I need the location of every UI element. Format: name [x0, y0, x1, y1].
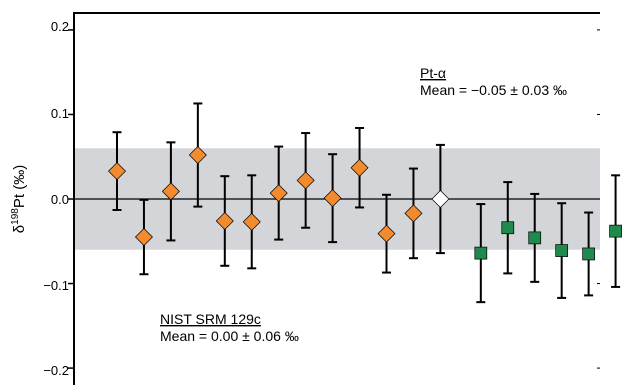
data-point-diamond	[215, 211, 234, 230]
data-point-square	[501, 221, 515, 235]
data-point-diamond	[404, 204, 423, 223]
y-axis-label: δ198Pt (‰)	[10, 165, 28, 233]
data-point-square	[474, 246, 488, 260]
annotation-pt-alpha-mean: Mean = −0.05 ± 0.03 ‰	[420, 82, 567, 98]
data-point-diamond	[242, 212, 261, 231]
y-axis-label-prefix: δ	[11, 225, 28, 233]
data-point-diamond	[377, 224, 396, 243]
y-axis-label-suffix: Pt (‰)	[11, 165, 28, 208]
annotation-nist-mean: Mean = 0.00 ± 0.06 ‰	[160, 328, 299, 344]
annotation-pt-alpha-title: Pt-α	[420, 65, 446, 81]
y-tick-label: −0.2	[43, 363, 69, 378]
y-tick-label: 0.1	[51, 106, 69, 121]
data-point-diamond	[188, 146, 207, 165]
data-point-diamond	[108, 162, 126, 181]
data-point-diamond	[161, 182, 180, 201]
data-point-diamond	[350, 158, 369, 177]
y-tick-label: 0.0	[51, 192, 69, 207]
data-point-diamond	[323, 189, 342, 208]
plot-area	[68, 12, 622, 385]
data-point-square	[528, 231, 542, 245]
annotation-nist-title: NIST SRM 129c	[160, 311, 261, 327]
y-tick-label: −0.1	[43, 278, 69, 293]
data-point-square	[609, 224, 622, 238]
data-point-diamond	[134, 228, 153, 247]
data-point-diamond	[296, 171, 315, 190]
data-point-square	[582, 247, 595, 261]
data-point-diamond	[269, 184, 288, 203]
y-tick-label: 0.2	[51, 19, 69, 34]
axes-frame	[73, 12, 600, 385]
data-point-square	[555, 244, 569, 257]
y-axis-label-superscript: 198	[10, 208, 21, 225]
data-point-diamond	[431, 190, 450, 208]
